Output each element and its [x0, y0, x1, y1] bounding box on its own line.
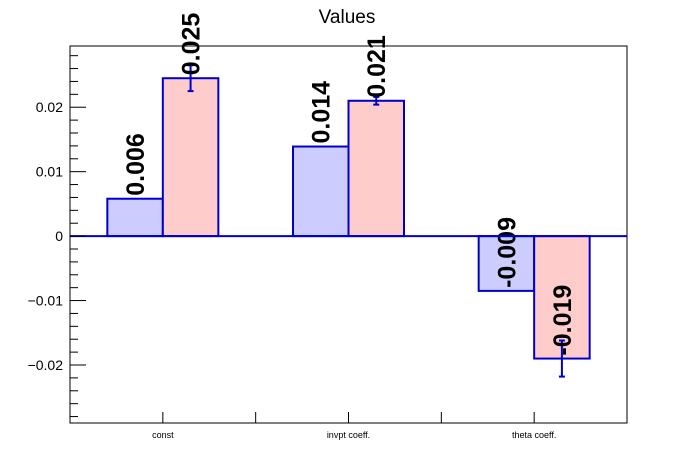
x-tick-label: const: [152, 430, 174, 440]
y-tick-label: 0: [55, 228, 63, 244]
bar: [161, 77, 220, 238]
x-tick-label: theta coeff.: [512, 430, 556, 440]
y-tick-label: 0.02: [36, 99, 63, 115]
data-label: 0.014: [308, 81, 336, 144]
data-label: 0.021: [363, 35, 391, 98]
y-tick-label: −0.02: [28, 357, 64, 373]
bars-layer: [106, 77, 591, 360]
data-label: -0.009: [493, 217, 521, 288]
bar: [533, 235, 591, 360]
error-bars-layer: [187, 64, 565, 378]
y-tick-label: −0.01: [28, 293, 64, 309]
axes-layer: const invpt coeff. theta coeff. −0.02 −0.01 0…: [28, 55, 627, 440]
data-label: 0.006: [122, 133, 150, 196]
x-tick-label: invpt coeff.: [327, 430, 370, 440]
data-labels-layer: 0.006 0.025 0.014 0.021 -0.009 -0.019: [122, 13, 577, 356]
bar: [347, 99, 405, 238]
chart-title: Values: [319, 7, 376, 28]
bar: [106, 197, 164, 238]
data-label: 0.025: [178, 13, 206, 76]
bar: [292, 145, 350, 238]
y-tick-label: 0.01: [36, 164, 63, 180]
data-label: -0.019: [549, 285, 577, 356]
